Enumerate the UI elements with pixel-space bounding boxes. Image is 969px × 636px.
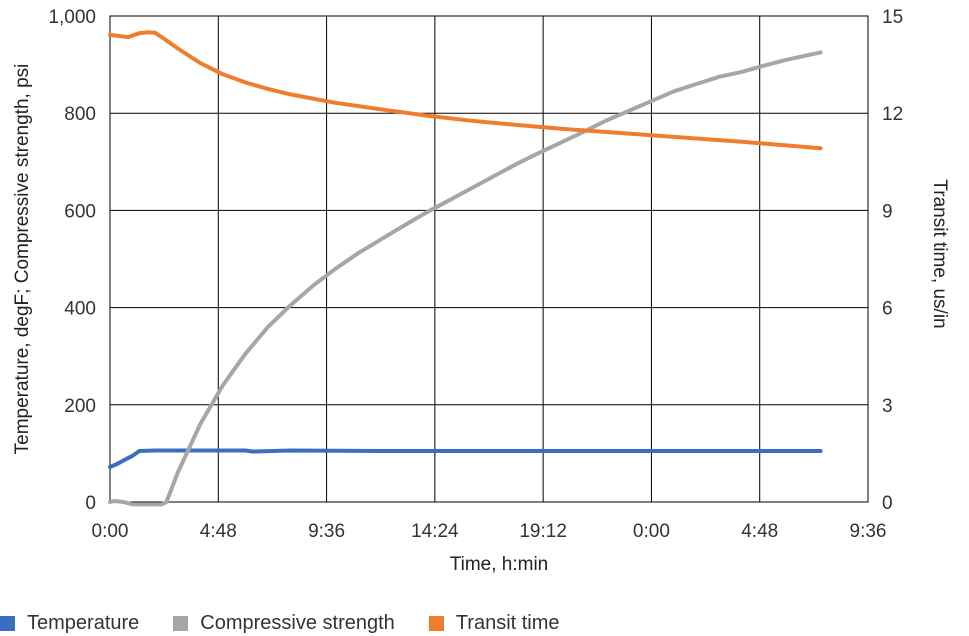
right-y-axis-tick-labels: 0 3 6 9 12 15	[882, 7, 903, 514]
legend-item-temperature: Temperature	[0, 612, 139, 635]
left-y-tick-label-5: 1,000	[48, 7, 96, 28]
right-y-axis-title: Transit time, us/in	[929, 179, 950, 328]
legend-swatch-transit-time	[428, 615, 444, 631]
right-y-tick-label-3: 9	[882, 201, 893, 222]
legend-label-temperature: Temperature	[27, 611, 140, 634]
right-y-tick-label-2: 6	[882, 299, 893, 320]
x-tick-label-0: 0:00	[92, 521, 129, 542]
right-y-tick-label-0: 0	[882, 493, 893, 514]
left-y-tick-label-3: 600	[64, 201, 96, 222]
plot-border	[109, 15, 869, 503]
series-line-transit-time	[108, 30, 823, 151]
legend-item-transit-time: Transit time	[428, 611, 560, 635]
x-axis-tick-labels: 0:00 4:48 9:36 14:24 19:12 0:00 4:48 9:36	[92, 521, 887, 542]
left-y-tick-label-2: 400	[64, 299, 96, 320]
left-y-tick-label-4: 800	[64, 104, 96, 125]
x-tick-label-7: 9:36	[850, 521, 887, 542]
right-y-tick-label-1: 3	[882, 396, 893, 417]
x-tick-label-3: 14:24	[411, 521, 459, 542]
x-tick-label-4: 19:12	[519, 521, 567, 542]
left-y-tick-label-0: 0	[85, 493, 96, 514]
x-tick-label-5: 0:00	[633, 521, 670, 542]
plot-area	[109, 15, 869, 503]
x-tick-label-6: 4:48	[741, 521, 778, 542]
left-y-axis-title: Temperature, degF; Compressive strength,…	[12, 64, 33, 455]
x-tick-label-2: 9:36	[308, 521, 345, 542]
legend-swatch-temperature	[0, 615, 15, 631]
series-line-temperature	[108, 448, 823, 469]
x-tick-label-1: 4:48	[200, 521, 237, 542]
legend: Temperature Compressive strength Transit…	[0, 610, 560, 636]
right-y-tick-label-5: 15	[882, 7, 903, 28]
legend-label-transit-time: Transit time	[455, 611, 560, 634]
series-line-compressive-strength	[108, 50, 823, 507]
left-y-axis-tick-labels: 0 200 400 600 800 1,000	[48, 7, 96, 514]
left-y-tick-label-1: 200	[64, 396, 96, 417]
x-axis-title: Time, h:min	[450, 554, 549, 575]
gridlines	[109, 15, 869, 503]
legend-swatch-compressive-strength	[173, 615, 189, 631]
legend-label-compressive-strength: Compressive strength	[200, 611, 395, 634]
series-lines	[108, 30, 823, 507]
legend-item-compressive-strength: Compressive strength	[173, 612, 395, 635]
right-y-tick-label-4: 12	[882, 104, 903, 125]
